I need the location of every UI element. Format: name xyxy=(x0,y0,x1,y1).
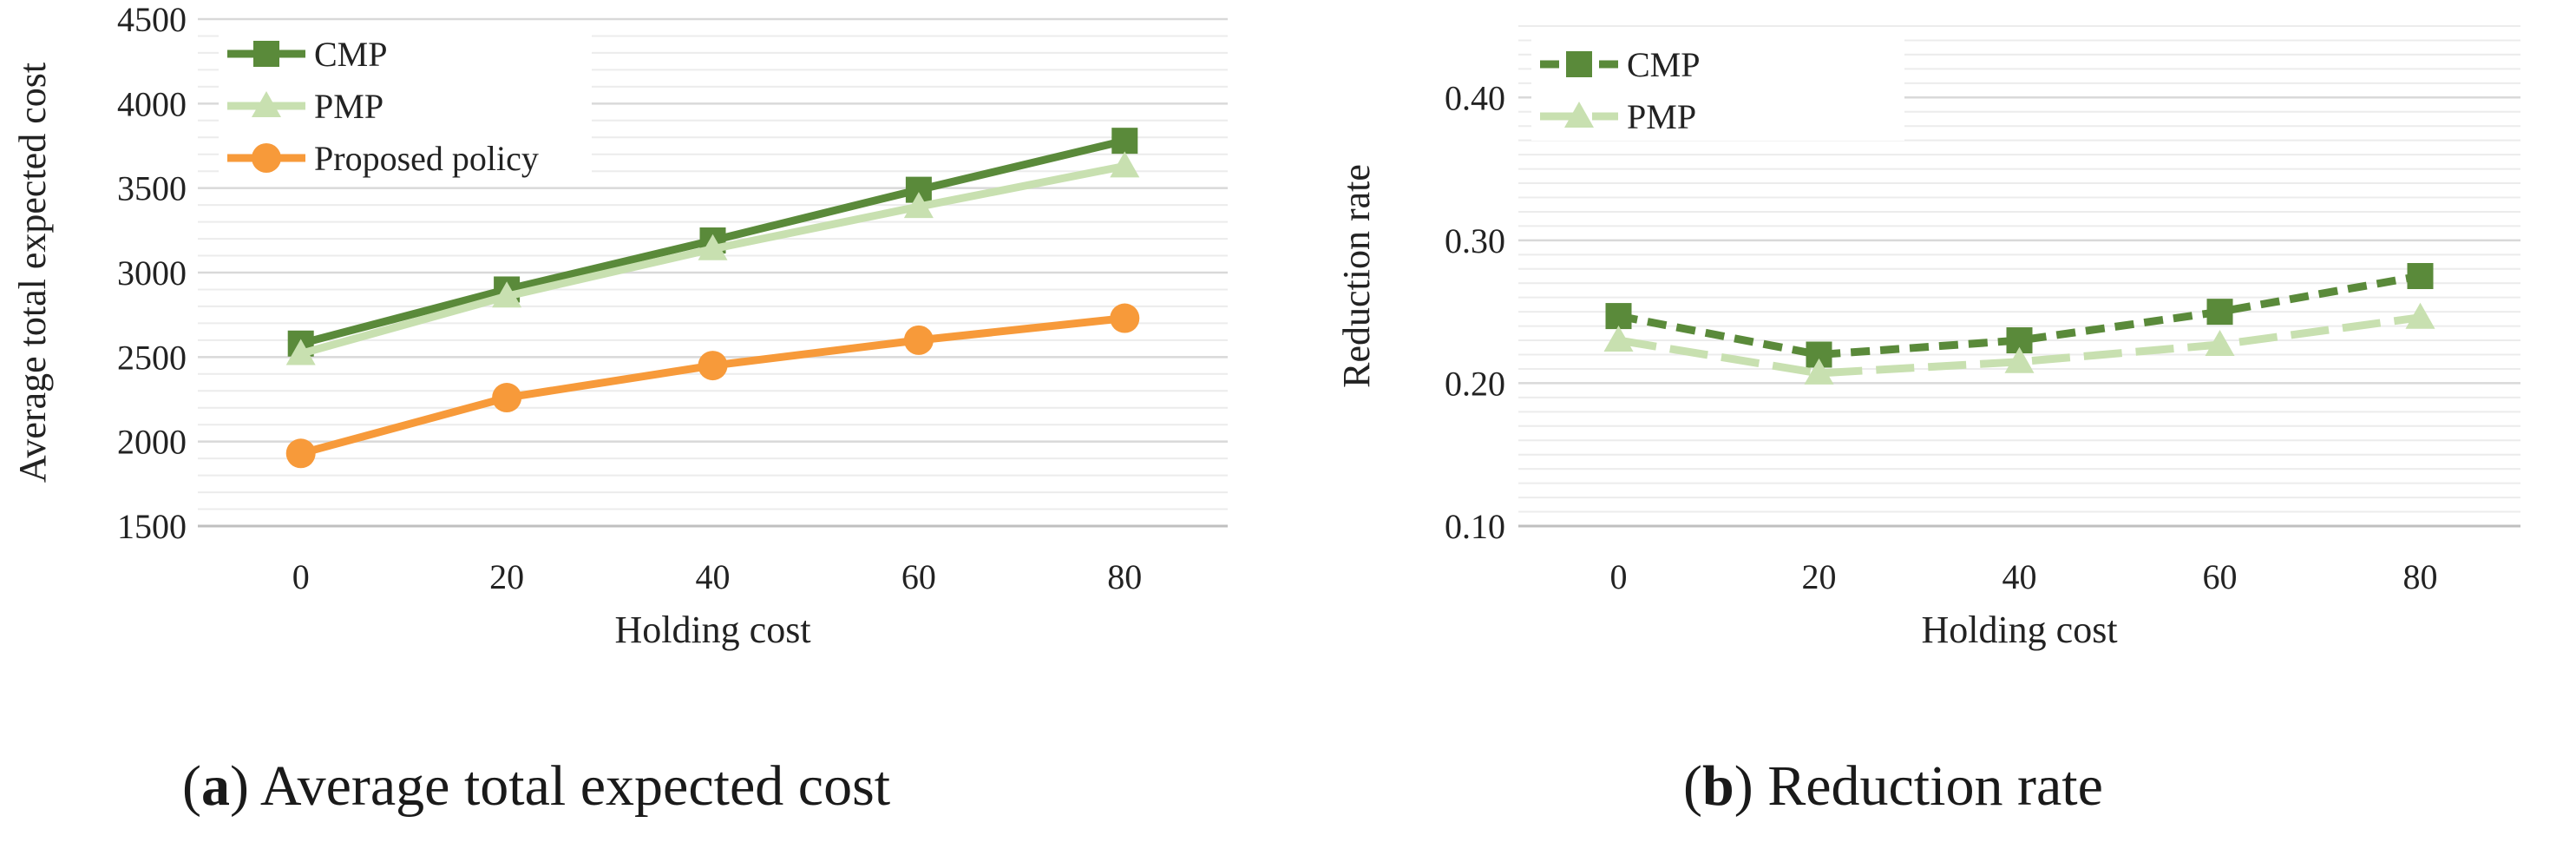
chart-a-average-total-expected-cost: 1500 2000 2500 3000 3500 4000 4500 0 20 40 60 80 Hol… xyxy=(11,0,1228,651)
chart-a-legend-marker xyxy=(252,91,281,117)
chart-a-data-point xyxy=(698,351,728,381)
chart-b-series-line xyxy=(1617,272,2422,359)
chart-a-data-point xyxy=(285,339,316,365)
caption-b-label: b xyxy=(1701,754,1734,818)
chart-b-data-point xyxy=(2405,302,2435,329)
chart-a-series-proposed-policy xyxy=(285,303,1140,469)
chart-a-xtick-label: 20 xyxy=(489,557,524,596)
chart-b-data-point xyxy=(1804,358,1834,385)
chart-a-xlabel: Holding cost xyxy=(614,609,810,651)
chart-b-xtick-label: 0 xyxy=(1610,557,1628,596)
chart-b-data-point xyxy=(1605,303,1632,330)
chart-a-legend-label: CMP xyxy=(314,35,388,74)
chart-a-ylabel: Average total expected cost xyxy=(11,63,54,483)
caption-b-text: Reduction rate xyxy=(1767,754,2103,818)
chart-a-legend-marker xyxy=(253,41,279,67)
chart-a-ytick-label: 4500 xyxy=(117,0,187,39)
caption-b: (b) Reduction rate xyxy=(1683,754,2103,818)
chart-b-legend-marker xyxy=(1566,51,1592,77)
chart-b-legend-bg xyxy=(1531,38,1904,89)
chart-b-ytick-label: 0.30 xyxy=(1445,221,1505,260)
chart-b-data-point xyxy=(1603,326,1634,352)
chart-a-series-pmp xyxy=(285,151,1140,365)
chart-a-ytick-label: 1500 xyxy=(117,507,187,546)
caption-a: (a) Average total expected cost xyxy=(182,754,891,818)
chart-a-data-point xyxy=(492,383,522,413)
chart-b-data-point xyxy=(2205,329,2235,356)
chart-b-ytick-label: 0.20 xyxy=(1445,364,1505,403)
chart-a-data-point xyxy=(1110,151,1140,178)
chart-b-xlabel: Holding cost xyxy=(1921,609,2117,651)
chart-b-ytick-label: 0.10 xyxy=(1445,507,1505,546)
chart-b-xtick-label: 20 xyxy=(1802,557,1837,596)
chart-a-xtick-label: 80 xyxy=(1107,557,1142,596)
chart-b-xtick-label: 40 xyxy=(2002,557,2037,596)
chart-a-xtick-label: 0 xyxy=(292,557,310,596)
chart-b-series-line xyxy=(1617,313,2422,378)
chart-b-legend-bg xyxy=(1531,90,1904,141)
chart-a-legend-marker xyxy=(252,143,281,173)
chart-b-data-point xyxy=(2206,299,2233,326)
chart-b-series-pmp xyxy=(1603,302,2435,385)
chart-b-data-point xyxy=(2407,263,2434,289)
chart-a-xtick-label: 40 xyxy=(696,557,731,596)
chart-a-ytick-label: 2500 xyxy=(117,338,187,377)
chart-a-xtick-label: 60 xyxy=(901,557,936,596)
chart-b-xtick-label: 60 xyxy=(2203,557,2238,596)
chart-a-data-point xyxy=(903,325,934,355)
chart-a-legend-label: PMP xyxy=(314,87,383,126)
chart-a-data-point xyxy=(1111,128,1138,155)
chart-a-ytick-label: 3500 xyxy=(117,169,187,208)
chart-b-legend-marker xyxy=(1564,102,1594,128)
caption-a-label: a xyxy=(200,754,230,818)
chart-a-data-point xyxy=(903,192,934,219)
chart-b-xtick-label: 80 xyxy=(2403,557,2438,596)
chart-a-data-point xyxy=(1110,303,1140,333)
caption-a-text: Average total expected cost xyxy=(259,754,891,818)
chart-b-data-point xyxy=(2004,346,2035,373)
chart-b-ytick-label: 0.40 xyxy=(1445,78,1505,117)
chart-a-data-point xyxy=(698,234,728,260)
chart-a-ytick-label: 2000 xyxy=(117,423,187,462)
chart-a-data-point xyxy=(492,281,522,308)
chart-a-data-point xyxy=(285,438,316,469)
chart-a-legend-label: Proposed policy xyxy=(314,139,539,178)
chart-a-ytick-label: 3000 xyxy=(117,253,187,293)
chart-b-legend-label: CMP xyxy=(1627,45,1701,84)
chart-a-series-line xyxy=(299,314,1125,457)
chart-b-reduction-rate: 0.10 0.20 0.30 0.40 0 20 40 60 80 Holding cost Red… xyxy=(1335,25,2520,651)
chart-b-ylabel: Reduction rate xyxy=(1335,164,1378,388)
chart-a-ytick-label: 4000 xyxy=(117,84,187,123)
chart-b-legend-label: PMP xyxy=(1627,97,1696,136)
